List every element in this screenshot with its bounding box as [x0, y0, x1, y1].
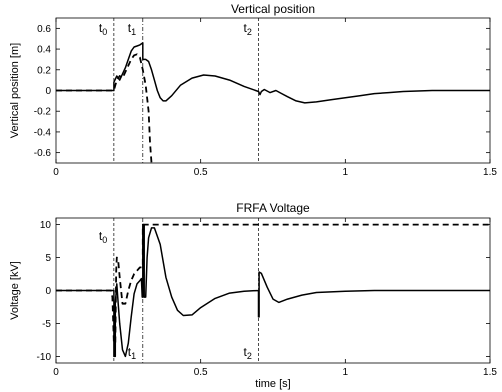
series-line-dashed	[56, 53, 153, 164]
series-line-solid	[56, 42, 490, 104]
chart-frfa-voltage: FRFA Voltage Voltage [kV] time [s] 0 0.5 1…	[9, 201, 497, 390]
y-tick-label: -5	[42, 319, 51, 330]
chart-title-bottom: FRFA Voltage	[236, 201, 310, 215]
event-label: t2	[244, 345, 252, 361]
chart-title-top: Vertical position	[231, 2, 315, 16]
x-axis-label-bottom: time [s]	[255, 378, 290, 390]
event-label: t1	[128, 21, 136, 37]
series-bottom	[56, 223, 490, 358]
y-axis-label-bottom: Voltage [kV]	[9, 261, 21, 320]
x-tick-label: 0.5	[194, 167, 208, 178]
x-tick-label: 1.5	[483, 167, 497, 178]
y-tick-label: -0.6	[34, 148, 52, 159]
event-label: t2	[244, 21, 252, 37]
x-tick-label: 1.5	[483, 367, 497, 378]
y-axis-label-top: Vertical position [m]	[9, 43, 21, 138]
series-top	[56, 42, 490, 164]
series-line-dashed	[56, 223, 490, 345]
x-tick-label: 0.5	[194, 367, 208, 378]
x-tick-label: 1	[343, 367, 349, 378]
y-tick-label: -0.4	[34, 127, 52, 138]
y-tick-label: 10	[40, 220, 52, 231]
y-tick-label: 0.2	[37, 65, 51, 76]
y-tick-label: 0.6	[37, 24, 51, 35]
y-tick-label: 5	[45, 253, 51, 264]
event-label: t1	[128, 345, 136, 361]
x-tick-label: 1	[343, 167, 349, 178]
y-tick-label: 0	[45, 286, 51, 297]
y-tick-label: -0.2	[34, 107, 52, 118]
x-tick-label: 0	[53, 167, 59, 178]
event-label: t0	[99, 21, 107, 37]
ticks-bottom: 0 0.5 1 1.5 -10 -5 0 5 10	[37, 218, 497, 378]
ticks-top: 0 0.5 1 1.5 -0.6 -0.4 -0.2 0 0.2 0.4 0.6	[34, 18, 497, 178]
y-tick-label: 0	[45, 86, 51, 97]
event-label: t0	[99, 229, 107, 245]
annotations-bottom: t0 t1 t2	[99, 229, 252, 361]
annotations-top: t0 t1 t2	[99, 21, 252, 37]
x-tick-label: 0	[53, 367, 59, 378]
y-tick-label: 0.4	[37, 45, 51, 56]
chart-vertical-position: Vertical position Vertical position [m] …	[9, 2, 497, 178]
y-tick-label: -10	[37, 352, 52, 363]
event-lines-top	[113, 18, 259, 163]
series-line-solid	[56, 223, 490, 358]
